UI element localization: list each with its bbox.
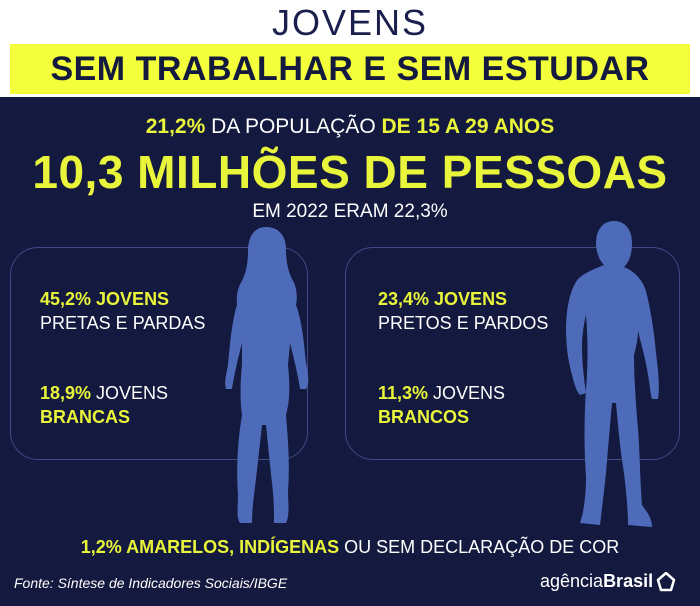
women-stat-pretas-pardas: 45,2% JOVENS PRETAS E PARDAS bbox=[40, 287, 205, 335]
men-stat2-text: JOVENS bbox=[428, 383, 506, 403]
men-stat2-highlight2: BRANCOS bbox=[378, 407, 470, 427]
source-credit: Fonte: Síntese de Indicadores Sociais/IB… bbox=[14, 575, 288, 591]
men-stat1-text: PRETOS E PARDOS bbox=[378, 313, 549, 333]
women-stat2-highlight: 18,9% bbox=[40, 383, 92, 403]
other-highlight: 1,2% AMARELOS, INDÍGENAS bbox=[80, 537, 340, 557]
women-stat2-text: JOVENS bbox=[91, 383, 169, 403]
age-range: DE 15 A 29 ANOS bbox=[381, 115, 555, 138]
women-stat1-text: PRETAS E PARDAS bbox=[40, 313, 206, 333]
woman-silhouette-icon bbox=[225, 227, 309, 523]
men-stat-pretos-pardos: 23,4% JOVENS PRETOS E PARDOS bbox=[378, 287, 548, 335]
page-title: JOVENS bbox=[271, 2, 429, 43]
other-groups-line: 1,2% AMARELOS, INDÍGENAS OU SEM DECLARAÇ… bbox=[0, 537, 700, 558]
women-stat1-highlight: 45,2% JOVENS bbox=[40, 289, 170, 309]
headline-total: 10,3 MILHÕES DE PESSOAS bbox=[32, 146, 668, 198]
men-stat2-highlight: 11,3% bbox=[378, 383, 429, 403]
logo-brand: Brasil bbox=[603, 571, 654, 591]
logo-mark-icon bbox=[656, 571, 676, 591]
man-silhouette-icon bbox=[566, 221, 659, 527]
population-percent: 21,2% bbox=[145, 115, 206, 138]
logo-prefix: agência bbox=[540, 571, 604, 591]
population-share-line: 21,2% DA POPULAÇÃO DE 15 A 29 ANOS bbox=[0, 115, 700, 139]
main-panel: 21,2% DA POPULAÇÃO DE 15 A 29 ANOS 10,3 … bbox=[0, 97, 700, 606]
women-stats-box bbox=[10, 247, 308, 460]
previous-year-note: EM 2022 ERAM 22,3% bbox=[252, 201, 448, 222]
men-stats-box bbox=[345, 247, 680, 460]
women-stat2-highlight2: BRANCAS bbox=[40, 407, 130, 427]
agencia-brasil-logo: agência Brasil bbox=[540, 571, 676, 592]
page-subtitle: SEM TRABALHAR E SEM ESTUDAR bbox=[50, 49, 650, 88]
men-stat1-highlight: 23,4% JOVENS bbox=[378, 289, 508, 309]
women-stat-brancas: 18,9% JOVENS BRANCAS bbox=[40, 381, 168, 429]
subtitle-band: SEM TRABALHAR E SEM ESTUDAR bbox=[10, 44, 690, 94]
other-text: OU SEM DECLARAÇÃO DE COR bbox=[339, 537, 620, 557]
population-text: DA POPULAÇÃO bbox=[205, 115, 382, 138]
men-stat-brancos: 11,3% JOVENS BRANCOS bbox=[378, 381, 505, 429]
